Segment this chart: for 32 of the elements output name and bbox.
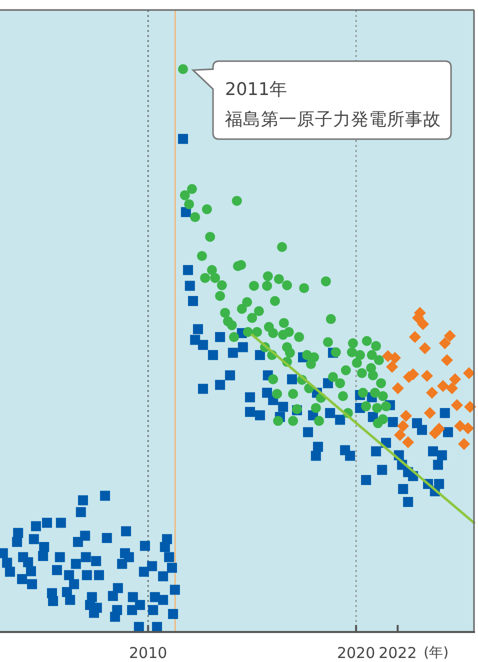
point — [394, 428, 406, 441]
annotation: 福島第一原子力発電所事故 — [225, 110, 442, 130]
point — [397, 420, 410, 432]
x-tick-label: 2010 — [128, 644, 168, 662]
point — [449, 373, 462, 386]
point — [440, 354, 453, 366]
point — [418, 342, 431, 354]
point — [386, 360, 398, 373]
point — [417, 318, 430, 330]
point — [450, 399, 463, 412]
point — [428, 427, 441, 440]
callout: 2011年 福島第一原子力発電所事故 — [192, 60, 452, 140]
point — [444, 330, 456, 342]
point — [454, 420, 466, 432]
point — [426, 386, 438, 399]
point — [402, 436, 414, 448]
x-tick-label: 2020 — [336, 644, 376, 662]
x-tick-label: 2022 — [378, 644, 417, 662]
point — [400, 410, 412, 422]
point — [420, 370, 433, 382]
point — [462, 422, 474, 434]
point — [392, 382, 404, 394]
x-axis-title: (年) — [424, 645, 449, 661]
annotation: 2011年 — [225, 80, 288, 100]
point — [408, 331, 421, 344]
point — [464, 400, 476, 413]
point — [424, 407, 436, 420]
point — [458, 438, 470, 450]
point — [438, 337, 451, 350]
point — [463, 367, 476, 380]
point — [437, 380, 450, 392]
point — [446, 382, 458, 394]
